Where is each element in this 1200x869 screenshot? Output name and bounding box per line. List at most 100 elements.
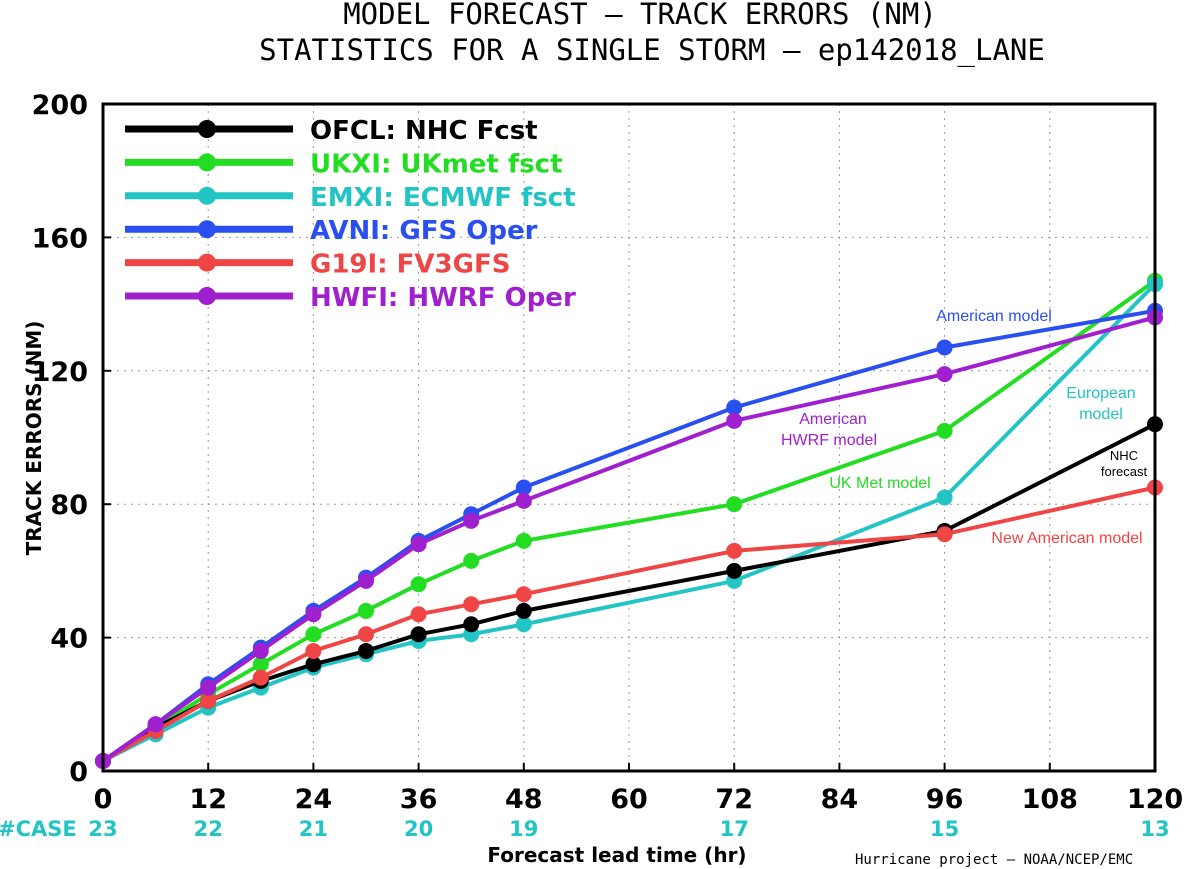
- data-point: [252, 642, 269, 659]
- data-point: [252, 669, 269, 686]
- x-tick-label: 36: [400, 784, 438, 815]
- annotation-european-line1: European: [1066, 385, 1135, 402]
- annotation-new-american-model: New American model: [991, 530, 1142, 547]
- series-line: [101, 308, 1156, 763]
- data-point: [252, 656, 269, 673]
- data-point: [726, 562, 743, 579]
- case-count: 17: [720, 817, 749, 841]
- axis-ticks: 0 12 24 36 48 60 72 84 96 108 120 0 40 80 120 160 200: [32, 90, 1184, 815]
- legend-marker: [198, 186, 216, 205]
- case-counts: 23 22 21 20 19 17 15 13: [88, 817, 1169, 841]
- data-point: [936, 366, 953, 383]
- annotation-american-model: American model: [936, 308, 1052, 325]
- data-point: [200, 679, 217, 696]
- legend-marker: [198, 287, 216, 305]
- annotation-nhc-line1: NHC: [1110, 448, 1138, 463]
- series-line: [101, 279, 1157, 763]
- x-tick-label: 60: [610, 784, 648, 815]
- y-tick-label: 40: [50, 624, 88, 655]
- data-point: [463, 552, 480, 569]
- case-count: 23: [88, 817, 117, 841]
- data-point: [515, 492, 532, 509]
- data-point: [358, 642, 374, 659]
- data-point: [358, 602, 374, 619]
- annotations: American model American HWRF model Europ…: [781, 308, 1148, 547]
- x-axis-label: Forecast lead time (hr): [487, 843, 746, 867]
- data-point: [305, 642, 322, 659]
- chart-title: MODEL FORECAST — TRACK ERRORS (NM): [343, 0, 937, 31]
- data-point: [936, 339, 953, 356]
- data-point: [305, 606, 322, 623]
- legend-label: EMXI: ECMWF fsct: [310, 183, 576, 213]
- annotation-hwrf-line1: American: [799, 411, 867, 428]
- data-point: [410, 626, 427, 643]
- case-count: 21: [299, 817, 328, 841]
- y-tick-label: 160: [32, 223, 88, 254]
- x-tick-label: 84: [821, 784, 859, 815]
- legend-marker: [198, 153, 216, 172]
- x-tick-label: 48: [505, 784, 543, 815]
- data-point: [410, 606, 427, 623]
- data-point: [726, 399, 743, 416]
- annotation-european-line2: model: [1079, 406, 1123, 423]
- data-point: [463, 596, 480, 613]
- data-point: [305, 656, 322, 673]
- series-line: [102, 282, 1157, 763]
- chart-subtitle: STATISTICS FOR A SINGLE STORM — ep142018…: [259, 33, 1045, 68]
- data-point: [936, 422, 953, 439]
- y-tick-label: 80: [50, 490, 88, 521]
- legend-label: HWFI: HWRF Oper: [310, 283, 576, 313]
- data-point: [200, 692, 217, 709]
- legend-label: UKXI: UKmet fsct: [310, 149, 563, 179]
- x-tick-label: 24: [295, 784, 333, 815]
- x-tick-label: 120: [1127, 784, 1183, 815]
- grid: [103, 104, 1155, 771]
- series-line: [101, 422, 1156, 763]
- case-count: 20: [404, 817, 433, 841]
- case-count: 19: [509, 817, 538, 841]
- legend-label: G19I: FV3GFS: [310, 250, 510, 280]
- legend-marker: [198, 120, 216, 138]
- legend-label: OFCL: NHC Fcst: [310, 116, 538, 146]
- data-point: [358, 626, 374, 643]
- x-tick-label: 0: [94, 784, 113, 815]
- data-point: [515, 479, 532, 496]
- data-point: [463, 616, 480, 633]
- data-point: [515, 586, 532, 603]
- annotation-hwrf-line2: HWRF model: [781, 432, 877, 449]
- x-tick-label: 108: [1022, 784, 1078, 815]
- credit-text: Hurricane project — NOAA/NCEP/EMC: [855, 852, 1133, 868]
- data-point: [726, 412, 743, 429]
- data-point: [726, 542, 743, 559]
- case-count: 22: [194, 817, 223, 841]
- y-tick-label: 0: [69, 757, 88, 788]
- data-point: [726, 496, 743, 513]
- x-tick-label: 12: [189, 784, 227, 815]
- annotation-nhc-line2: forecast: [1101, 464, 1148, 479]
- data-point: [358, 572, 374, 589]
- case-count: 15: [930, 817, 959, 841]
- y-axis-label: TRACK ERRORS (NM): [22, 321, 46, 556]
- data-point: [515, 532, 532, 549]
- legend-marker: [198, 220, 216, 239]
- annotation-uk-met-model: UK Met model: [829, 475, 930, 492]
- data-point: [515, 602, 532, 619]
- data-point: [147, 716, 164, 733]
- data-point: [463, 512, 480, 529]
- data-point: [305, 626, 322, 643]
- series-line: [101, 315, 1156, 763]
- data-point: [936, 526, 953, 543]
- x-tick-label: 96: [926, 784, 964, 815]
- case-count: 13: [1140, 817, 1169, 841]
- data-point: [410, 576, 427, 593]
- series-lines: [95, 272, 1163, 769]
- y-tick-label: 120: [32, 357, 88, 388]
- series-line: [102, 485, 1156, 763]
- data-point: [410, 536, 427, 553]
- data-point: [515, 616, 532, 633]
- data-point: [936, 489, 953, 506]
- x-tick-label: 72: [715, 784, 753, 815]
- case-label: #CASE: [0, 817, 77, 841]
